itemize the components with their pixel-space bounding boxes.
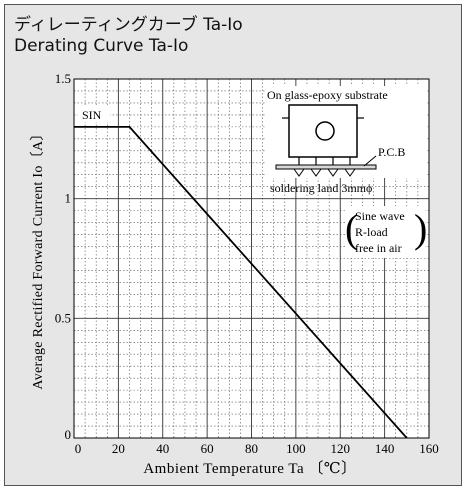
y-tick-label: 0.5 [55,310,71,325]
package-hole [315,121,335,141]
x-tick-label: 40 [156,441,169,456]
condition-free-in-air: free in air [355,241,402,255]
major-grid [74,79,429,438]
series-label-box [78,106,110,122]
pcb-label: P.C.B [378,145,405,159]
series-line-sin [74,126,408,439]
y-tick-labels: 0 0.5 1 1.5 [55,71,71,442]
x-tick-label: 140 [375,441,395,456]
x-tick-label: 60 [201,441,214,456]
x-tick-label: 20 [112,441,125,456]
inset-title: On glass-epoxy substrate [267,88,388,102]
x-tick-label: 80 [245,441,258,456]
x-tick-labels: 0 20 40 60 80 100 120 140 160 [75,441,439,456]
condition-r-load: R-load [355,225,388,239]
y-tick-label: 1 [65,191,72,206]
chart-title-english: Derating Curve Ta-Io [14,36,189,56]
conditions-box [345,206,425,258]
soldering-label: soldering land 3mmϕ [270,181,372,195]
chart-title-japanese: ディレーティングカーブ Ta-Io [14,15,243,35]
conditions-bracket-left: ( [345,206,358,251]
pcb-board [275,164,377,170]
x-tick-label: 120 [331,441,351,456]
plot-border [73,78,430,439]
x-axis-label: Ambient Temperature Ta 〔℃〕 [143,460,356,477]
x-tick-label: 100 [286,441,306,456]
y-tick-label: 1.5 [55,71,71,86]
pcb-leader-line [363,155,377,167]
y-axis-label: Average Rectified Forward Current Io〔A〕 [30,126,46,389]
series-label-sin: SIN [82,108,102,122]
package-body [288,104,358,158]
conditions-bracket-right: ) [414,206,427,251]
package-diagram [275,104,377,177]
solder-joints [293,168,356,177]
x-tick-label: 0 [75,441,82,456]
y-tick-label: 0 [65,427,72,442]
condition-sine-wave: Sine wave [355,209,405,223]
x-tick-label: 160 [419,441,439,456]
